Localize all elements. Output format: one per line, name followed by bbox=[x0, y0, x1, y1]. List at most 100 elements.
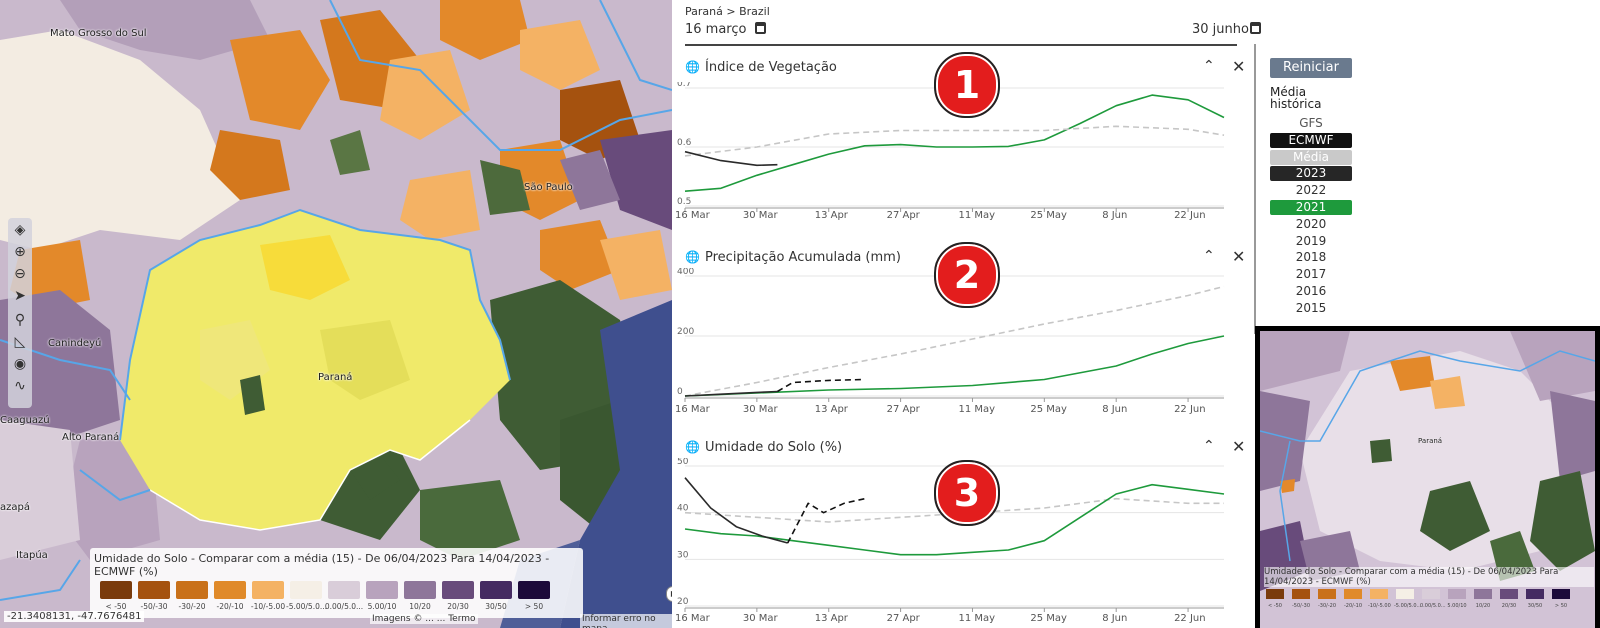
series-option[interactable]: 2021 bbox=[1270, 200, 1352, 215]
series-line bbox=[684, 150, 778, 167]
x-tick-label: 8 Jun bbox=[1102, 613, 1127, 624]
globe-icon: 🌐 bbox=[685, 60, 700, 74]
end-date[interactable]: 30 junho bbox=[1192, 22, 1249, 37]
y-tick-label: 400 bbox=[677, 268, 694, 277]
inset-legend-swatch-label: -10/-5.00 bbox=[1368, 603, 1391, 609]
chart-block-soil-moisture: 🌐 Umidade do Solo (%) ⌃ ✕ 50 40 30 20 16 Mar… bbox=[672, 437, 1256, 624]
inset-legend-swatch bbox=[1266, 589, 1284, 599]
x-tick-label: 13 Apr bbox=[815, 210, 849, 220]
inset-legend-swatch bbox=[1292, 589, 1310, 599]
series-option[interactable]: 2016 bbox=[1295, 284, 1327, 298]
series-option[interactable]: 2017 bbox=[1295, 267, 1327, 282]
series-option[interactable]: 2019 bbox=[1295, 233, 1327, 248]
series-option[interactable]: 2022 bbox=[1295, 183, 1327, 198]
zoom-out-icon[interactable]: ⊖ bbox=[14, 266, 26, 282]
legend-swatch bbox=[252, 581, 284, 599]
legend-swatch bbox=[290, 581, 322, 599]
coordinates-readout: -21.3408131, -47.7676481 bbox=[4, 611, 145, 622]
legend-swatch-label: 20/30 bbox=[447, 602, 469, 611]
series-line bbox=[776, 378, 865, 393]
reset-button[interactable]: Reiniciar bbox=[1270, 58, 1352, 78]
navigate-icon[interactable]: ➤ bbox=[14, 288, 26, 304]
inset-legend-swatch-label: -50/-30 bbox=[1291, 603, 1311, 609]
inset-legend-swatch bbox=[1474, 589, 1492, 599]
panel-scrollbar[interactable] bbox=[1254, 44, 1256, 334]
end-calendar-icon[interactable] bbox=[1250, 22, 1261, 34]
legend-swatch bbox=[480, 581, 512, 599]
series-option[interactable]: ECMWF bbox=[1270, 132, 1352, 148]
y-tick-label: 50 bbox=[677, 458, 689, 467]
x-tick-label: 16 Mar bbox=[675, 404, 711, 415]
inset-legend-swatch-label: 20/30 bbox=[1501, 603, 1517, 609]
draw-icon[interactable]: ∿ bbox=[14, 378, 26, 394]
measure-icon[interactable]: ◺ bbox=[14, 334, 26, 350]
x-tick-label: 22 Jun bbox=[1174, 404, 1206, 415]
inset-legend-swatch bbox=[1396, 589, 1414, 599]
x-tick-label: 11 May bbox=[958, 210, 995, 220]
zoom-in-icon[interactable]: ⊕ bbox=[14, 244, 26, 260]
legend-swatch-label: 10/20 bbox=[409, 602, 431, 611]
historic-average-label: Média histórica bbox=[1270, 85, 1322, 111]
series-option[interactable]: 2020 bbox=[1295, 216, 1327, 231]
x-tick-label: 30 Mar bbox=[743, 613, 779, 624]
inset-legend-swatch bbox=[1448, 589, 1466, 599]
inset-legend-swatch-label: -30/-20 bbox=[1317, 603, 1337, 609]
legend-swatch bbox=[328, 581, 360, 599]
y-tick-label: 40 bbox=[677, 504, 689, 514]
chevron-up-icon[interactable]: ⌃ bbox=[1203, 438, 1215, 454]
legend-swatch bbox=[214, 581, 246, 599]
inset-legend-swatch-label: 10/20 bbox=[1475, 603, 1491, 609]
location-icon[interactable]: ◉ bbox=[13, 356, 27, 372]
inset-legend-swatch-label: 0.00/5.0... bbox=[1420, 603, 1446, 609]
y-tick-label: 0.5 bbox=[677, 197, 691, 207]
series-option[interactable]: Média bbox=[1270, 149, 1352, 165]
chart-title-precipitation: Precipitação Acumulada (mm) bbox=[705, 250, 901, 265]
close-icon[interactable]: ✕ bbox=[1232, 247, 1246, 266]
inset-legend-swatch bbox=[1500, 589, 1518, 599]
x-tick-label: 25 May bbox=[1030, 210, 1067, 220]
inset-legend-swatch-label: 5.00/10 bbox=[1447, 603, 1467, 609]
legend-swatch bbox=[176, 581, 208, 599]
start-date[interactable]: 16 março bbox=[685, 22, 747, 37]
x-tick-label: 11 May bbox=[958, 404, 995, 415]
inset-legend-swatch bbox=[1552, 589, 1570, 599]
map-canvas[interactable] bbox=[0, 0, 672, 628]
map-view[interactable]: Mato Grosso do Sul São Paulo Canindeyú P… bbox=[0, 0, 672, 628]
x-tick-label: 27 Apr bbox=[887, 613, 921, 624]
series-line bbox=[684, 497, 1224, 523]
chart-panel: Paraná > Brazil 16 março 30 junho 🌐 Índi… bbox=[672, 0, 1261, 628]
inset-label-parana: Paraná bbox=[1418, 437, 1443, 445]
search-icon[interactable]: ⚲ bbox=[14, 312, 26, 328]
map-label-caaguazu: Caaguazú bbox=[0, 415, 50, 426]
chevron-up-icon[interactable]: ⌃ bbox=[1203, 248, 1215, 264]
x-tick-label: 27 Apr bbox=[887, 404, 921, 415]
map-legend: Umidade do Solo - Comparar com a média (… bbox=[90, 548, 583, 618]
x-tick-label: 8 Jun bbox=[1102, 404, 1127, 415]
series-option[interactable]: 2018 bbox=[1295, 250, 1327, 265]
chevron-up-icon[interactable]: ⌃ bbox=[1203, 58, 1215, 74]
annotation-badge-1: 1 bbox=[934, 52, 1000, 118]
legend-swatch-label: -20/-10 bbox=[216, 602, 244, 611]
layers-icon[interactable]: ◈ bbox=[14, 222, 26, 238]
start-calendar-icon[interactable] bbox=[755, 22, 766, 34]
x-tick-label: 25 May bbox=[1030, 613, 1067, 624]
series-option[interactable]: 2015 bbox=[1295, 300, 1327, 315]
chart-block-precipitation: 🌐 Precipitação Acumulada (mm) ⌃ ✕ 400 200… bbox=[672, 242, 1256, 415]
series-line bbox=[786, 497, 865, 544]
map-attribution: Imagens © ... ... Termo bbox=[370, 614, 478, 624]
inset-legend-swatch-label: -5.00/5.0... bbox=[1394, 603, 1422, 609]
legend-swatch-label: < -50 bbox=[105, 602, 127, 611]
report-map-error-link[interactable]: Informar erro no mapa bbox=[580, 614, 672, 628]
map-toolbar: ◈ ⊕ ⊖ ➤ ⚲ ◺ ◉ ∿ bbox=[8, 218, 32, 408]
inset-legend-swatch bbox=[1422, 589, 1440, 599]
series-option[interactable]: 2023 bbox=[1270, 166, 1352, 182]
inset-legend-swatch-label: -20/-10 bbox=[1343, 603, 1363, 609]
date-range-slider[interactable] bbox=[685, 44, 1237, 46]
close-icon[interactable]: ✕ bbox=[1232, 57, 1246, 76]
close-icon[interactable]: ✕ bbox=[1232, 437, 1246, 456]
x-tick-label: 8 Jun bbox=[1102, 210, 1127, 220]
series-option[interactable]: GFS bbox=[1299, 116, 1323, 130]
breadcrumb[interactable]: Paraná > Brazil bbox=[685, 5, 770, 18]
legend-swatch bbox=[366, 581, 398, 599]
globe-icon: 🌐 bbox=[685, 250, 700, 264]
